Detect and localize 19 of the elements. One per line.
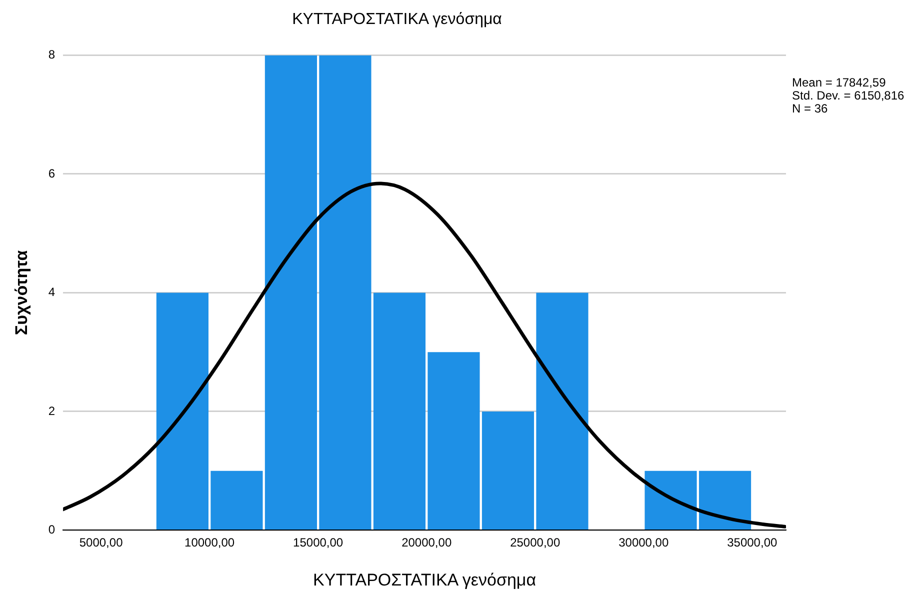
- x-tick-label: 20000,00: [402, 536, 452, 550]
- x-tick-label: 5000,00: [79, 536, 124, 550]
- y-tick-label: 6: [48, 166, 56, 180]
- y-tick-label: 0: [48, 522, 56, 537]
- x-tick-label: 10000,00: [184, 536, 235, 550]
- text: Mean = 17842,59: [792, 76, 886, 90]
- x-tick-label: 25000,00: [510, 536, 560, 550]
- x-axis-title: ΚΥΤΤΑΡΟΣΤΑΤΙΚΑ γενόσημα: [313, 570, 536, 590]
- x-tick-label: 15000,00: [293, 536, 344, 550]
- y-tick-label: 4: [48, 285, 56, 300]
- y-tick-label: 8: [48, 48, 56, 62]
- line-series: [63, 182, 786, 528]
- y-axis-title: Συχνότητα: [12, 250, 31, 336]
- text: N = 36: [792, 102, 828, 116]
- x-tick-label: 35000,00: [727, 536, 778, 550]
- x-tick-label: 30000,00: [618, 536, 669, 550]
- y-tick-label: 2: [48, 404, 56, 418]
- chart-title: ΚΥΤΤΑΡΟΣΤΑΤΙΚΑ γενόσημα: [292, 11, 502, 28]
- text: Std. Dev. = 6150,816: [792, 88, 905, 103]
